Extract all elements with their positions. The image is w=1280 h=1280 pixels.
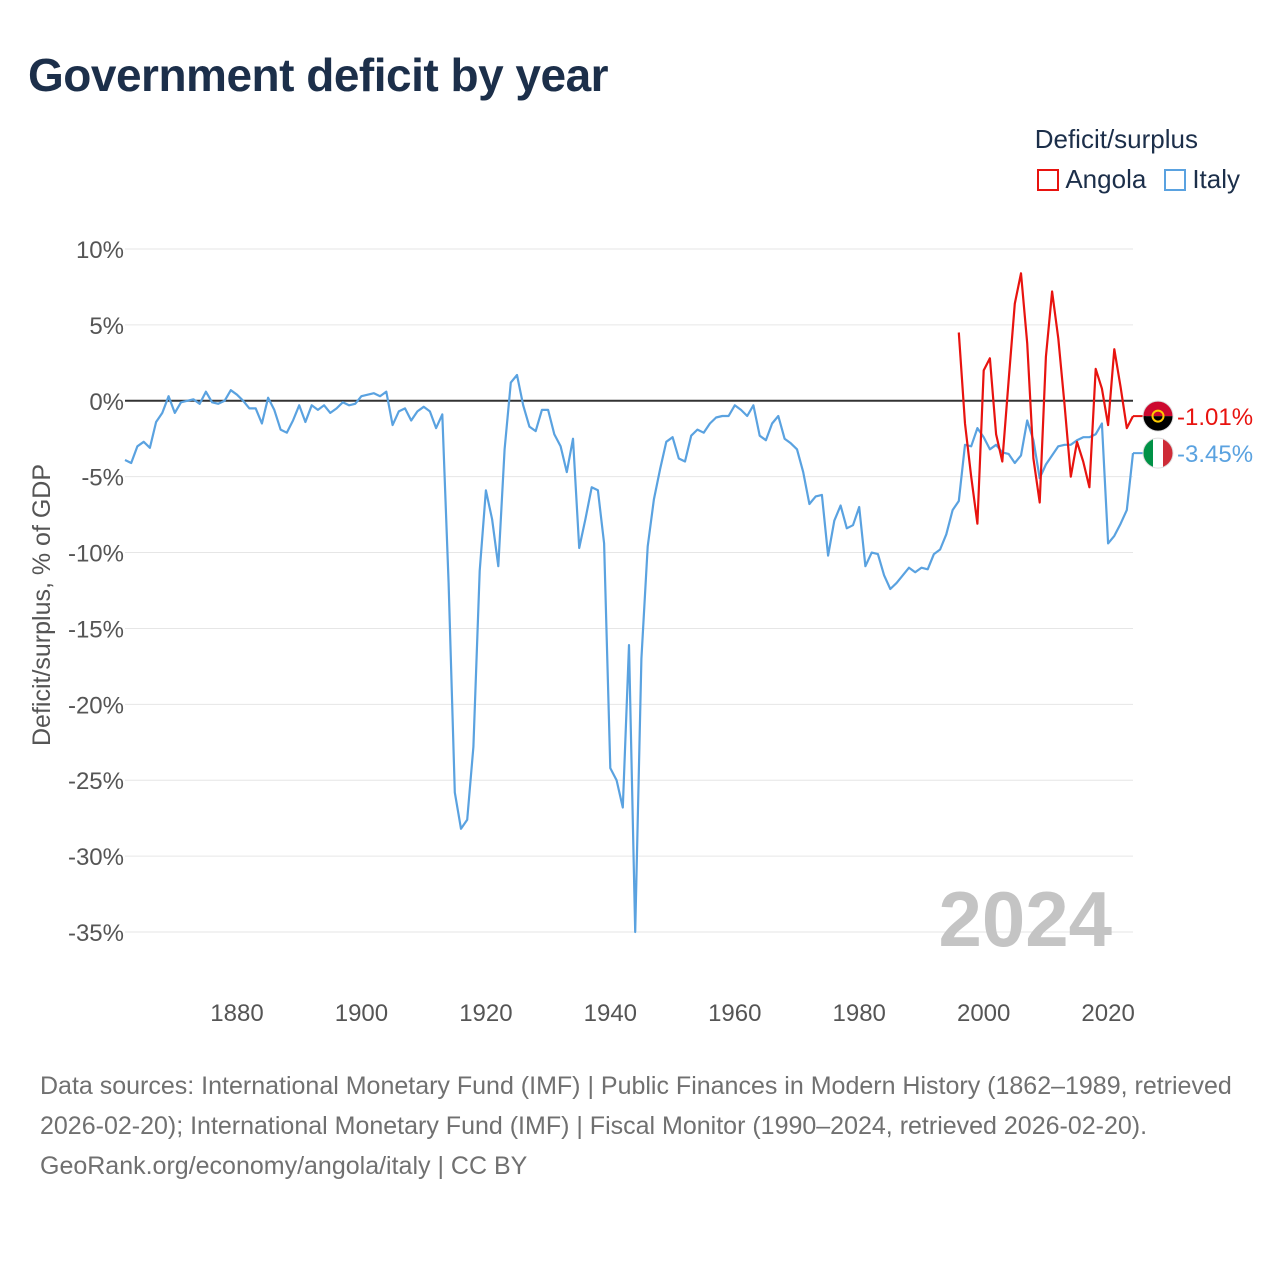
y-tick-label: -25%	[68, 768, 124, 795]
y-tick-label: -30%	[68, 844, 124, 871]
flag-italy-icon	[1142, 437, 1174, 469]
y-tick-label: -10%	[68, 541, 124, 568]
y-axis-label: Deficit/surplus, % of GDP	[28, 464, 56, 746]
y-tick-label: 10%	[76, 237, 124, 264]
end-markers: -3.45% -1.01%	[1133, 400, 1253, 469]
x-tick-label: 1920	[459, 1000, 512, 1027]
legend-title: Deficit/surplus	[1034, 124, 1198, 154]
credit-link[interactable]: GeoRank.org/economy/angola/italy | CC BY	[40, 1152, 528, 1180]
series-lines	[124, 272, 1135, 934]
line-chart: 10%5%0%-5%-10%-15%-20%-25%-30%-35% 1880 1…	[28, 237, 1253, 1027]
flag-angola-icon	[1142, 400, 1174, 432]
y-tick-label: -5%	[81, 465, 124, 492]
x-tick-label: 1940	[584, 1000, 637, 1027]
y-tick-label: 0%	[89, 389, 124, 416]
legend-swatch-italy	[1164, 168, 1187, 191]
series-line-italy	[124, 373, 1135, 934]
x-tick-label: 1980	[833, 1000, 886, 1027]
end-value-italy: -3.45%	[1177, 441, 1253, 468]
legend-item-italy[interactable]: Italy	[1164, 164, 1240, 195]
legend-item-angola[interactable]: Angola	[1037, 164, 1146, 195]
x-tick-label: 1960	[708, 1000, 761, 1027]
x-axis-tick-labels: 1880 1900 1920 1940 1960 1980 2000 2020	[210, 1000, 1135, 1027]
y-tick-label: -20%	[68, 692, 124, 719]
legend-label-italy: Italy	[1192, 164, 1240, 194]
x-tick-label: 2020	[1081, 1000, 1134, 1027]
year-watermark: 2024	[938, 875, 1112, 963]
x-tick-label: 1880	[210, 1000, 263, 1027]
x-tick-label: 2000	[957, 1000, 1010, 1027]
legend-label-angola: Angola	[1065, 164, 1147, 194]
series-line-angola	[957, 272, 1134, 525]
chart-title: Government deficit by year	[28, 49, 609, 101]
data-sources: Data sources: International Monetary Fun…	[40, 1072, 1232, 1140]
y-axis-tick-labels: 10% 5% 0% -5% -10% -15% -20% -25% -30% -35%	[68, 237, 124, 947]
y-tick-label: -15%	[68, 616, 124, 643]
y-tick-label: -35%	[68, 920, 124, 947]
x-tick-label: 1900	[335, 1000, 388, 1027]
legend-swatch-angola	[1037, 168, 1060, 191]
footer: Data sources: International Monetary Fun…	[40, 1066, 1240, 1186]
legend: Angola Italy	[1037, 164, 1240, 195]
grid-lines	[125, 248, 1133, 933]
end-value-angola: -1.01%	[1177, 404, 1253, 431]
y-tick-label: 5%	[89, 313, 124, 340]
